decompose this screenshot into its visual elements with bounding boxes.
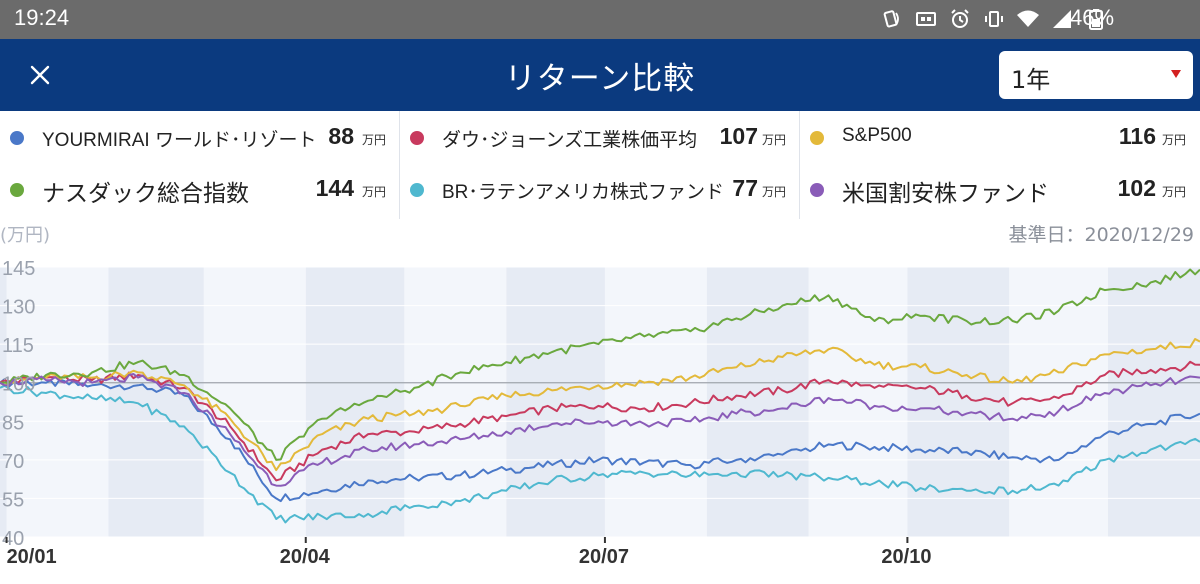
legend-name: S&P500 (842, 125, 912, 146)
legend-value: 144 (315, 175, 354, 201)
chart-band (6, 267, 109, 537)
y-tick-label: 85 (2, 412, 24, 434)
battery-percent: 46% (1070, 5, 1115, 30)
x-tick-label: 20/01 (7, 546, 57, 568)
legend-name: YOURMIRAI ワールド･リゾート (42, 130, 317, 151)
app-header: リターン比較 1年 (0, 39, 1200, 111)
series-line (0, 268, 1200, 461)
status-bar: 19:24 46% (0, 0, 1200, 39)
legend-dot (410, 131, 424, 145)
nfc-icon (880, 7, 904, 31)
x-tick-label: 20/10 (881, 546, 931, 568)
chart-svg[interactable]: 145 130 115 100 85 70 55 40 20/01 20/04 20/07 20/1… (0, 219, 1200, 584)
battery-icon (1084, 7, 1108, 31)
x-tick-label: 20/04 (280, 546, 331, 568)
y-tick-label: 145 (2, 258, 35, 280)
y-tick-label: 100 (2, 374, 35, 396)
chart-band (1009, 267, 1108, 537)
legend-value: 102 (1117, 175, 1156, 201)
legend-item[interactable]: 米国割安株ファンド 102 万円 (800, 165, 1200, 215)
legend-value: 77 (732, 175, 758, 201)
status-time: 19:24 (14, 5, 70, 30)
chart-band (0, 267, 7, 537)
series-line (0, 360, 1200, 482)
status-icons (880, 7, 1108, 31)
legend-name: 米国割安株ファンド (842, 180, 1049, 206)
legend-unit: 万円 (1162, 185, 1187, 199)
cast-icon (914, 7, 938, 31)
series-line (0, 338, 1200, 472)
legend-item[interactable]: BR･ラテンアメリカ株式ファンド 77 万円 (400, 165, 799, 215)
legend-value: 107 (719, 123, 758, 149)
legend-unit: 万円 (1162, 133, 1187, 147)
legend-value: 88 (328, 123, 354, 149)
y-tick-label: 115 (2, 335, 34, 357)
chevron-down-icon (1171, 70, 1181, 78)
legend-divider (799, 111, 800, 219)
chart-band (305, 267, 405, 537)
legend-dot (10, 131, 24, 145)
chart-lines (0, 268, 1200, 524)
legend-column: ダウ･ジョーンズ工業株価平均 107 万円 BR･ラテンアメリカ株式ファンド 7… (400, 111, 799, 219)
legend-dot (810, 183, 824, 197)
alarm-icon (948, 7, 972, 31)
signal-icon (1050, 7, 1074, 31)
y-tick-label: 55 (2, 489, 24, 511)
legend-column: S&P500 116 万円 米国割安株ファンド 102 万円 (800, 111, 1200, 219)
legend-item[interactable]: ダウ･ジョーンズ工業株価平均 107 万円 (400, 113, 799, 163)
chart-bands (0, 267, 1200, 537)
legend-unit: 万円 (362, 133, 387, 147)
legend-item[interactable]: S&P500 116 万円 (800, 113, 1200, 163)
legend-dot (810, 131, 824, 145)
series-line (0, 384, 1200, 524)
x-tick-label: 20/07 (579, 546, 629, 568)
unit-label: (万円) (0, 225, 51, 246)
legend-value: 116 (1118, 123, 1156, 149)
chart-band (706, 267, 809, 537)
x-axis: 20/01 20/04 20/07 20/10 (5, 537, 931, 568)
base-date: 基準日：2020/12/29 (1008, 220, 1194, 247)
vibrate-icon (982, 7, 1006, 31)
legend-unit: 万円 (762, 185, 787, 199)
chart-band (907, 267, 1010, 537)
legend-divider (399, 111, 400, 219)
page-title: リターン比較 (504, 61, 696, 97)
chart-band (506, 267, 605, 537)
legend-item[interactable]: ナスダック総合指数 144 万円 (0, 165, 399, 215)
legend-dot (10, 183, 24, 197)
legend-name: ナスダック総合指数 (42, 180, 249, 206)
base-date-label: 基準日： (1008, 224, 1085, 246)
y-tick-label: 70 (2, 451, 24, 473)
close-icon (30, 65, 50, 85)
legend-unit: 万円 (362, 185, 387, 199)
legend: YOURMIRAI ワールド･リゾート 88 万円 ナスダック総合指数 144 … (0, 111, 1200, 219)
y-tick-label: 40 (2, 528, 24, 550)
period-select[interactable]: 1年 (999, 51, 1193, 99)
legend-dot (410, 183, 424, 197)
base-date-value: 2020/12/29 (1084, 224, 1194, 246)
chart-band (1107, 267, 1200, 537)
close-button[interactable] (22, 57, 58, 93)
chart-area: (万円) 基準日：2020/12/29 145 130 115 100 85 70 55 40… (0, 219, 1200, 584)
y-axis: 145 130 115 100 85 70 55 40 (2, 258, 35, 550)
chart-band (404, 267, 507, 537)
y-tick-label: 130 (2, 297, 35, 319)
series-line (0, 373, 1200, 487)
chart-band (604, 267, 707, 537)
legend-unit: 万円 (762, 133, 787, 147)
series-line (0, 378, 1200, 503)
legend-column: YOURMIRAI ワールド･リゾート 88 万円 ナスダック総合指数 144 … (0, 111, 399, 219)
period-value: 1年 (1011, 66, 1051, 94)
legend-name: BR･ラテンアメリカ株式ファンド (442, 182, 724, 203)
legend-item[interactable]: YOURMIRAI ワールド･リゾート 88 万円 (0, 113, 399, 163)
wifi-icon (1016, 7, 1040, 31)
legend-name: ダウ･ジョーンズ工業株価平均 (442, 130, 698, 151)
